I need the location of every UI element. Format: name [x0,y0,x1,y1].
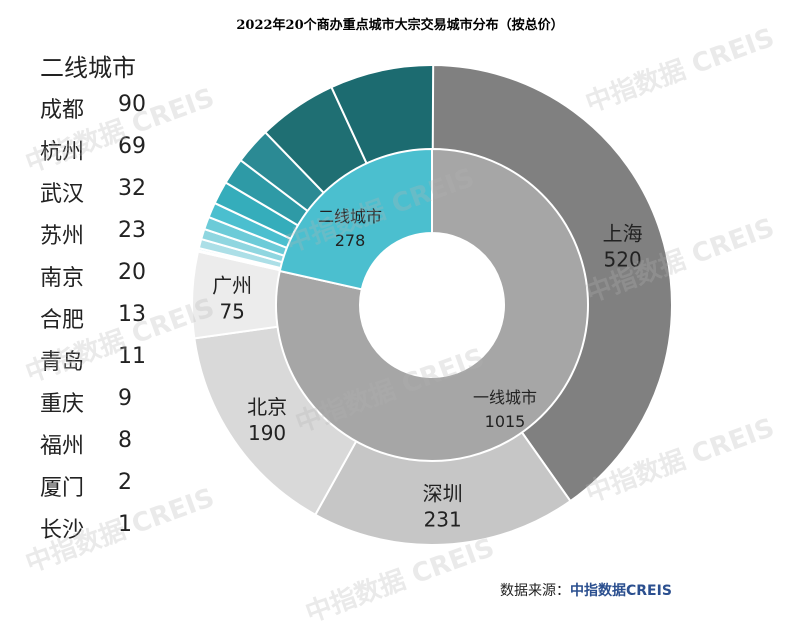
chart-title: 2022年20个商办重点城市大宗交易城市分布（按总价） [236,18,564,33]
legend-city-name: 青岛 [40,350,85,375]
legend-city-value: 13 [118,302,146,327]
legend-city-value: 69 [118,134,146,159]
legend-city-name: 成都 [40,98,85,123]
legend-city-name: 长沙 [40,518,85,543]
legend-city-value: 11 [118,344,146,369]
outer-ring [191,63,673,546]
legend-city-value: 32 [118,176,146,201]
outer-label-name-0: 上海 [603,221,643,245]
legend-city-name: 苏州 [40,224,85,249]
legend-city-value: 90 [118,92,146,117]
legend-city-value: 1 [118,512,132,537]
legend-city-value: 8 [118,428,132,453]
legend-city-name: 南京 [40,266,85,291]
inner-slice-1 [278,147,433,291]
inner-label-name-0: 一线城市 [473,388,537,407]
legend-title: 二线城市 [40,54,136,82]
inner-label-value-1: 278 [335,231,366,250]
source-brand: 中指数据CREIS [570,583,672,599]
outer-label-value-2: 190 [248,421,286,445]
inner-label-name-1: 二线城市 [318,207,382,226]
legend-city-value: 2 [118,470,132,495]
legend-city-name: 武汉 [40,182,85,207]
legend-city-name: 杭州 [40,140,85,165]
legend-city-name: 厦门 [40,476,85,501]
inner-label-value-0: 1015 [485,412,526,431]
outer-label-name-3: 广州 [212,273,252,297]
outer-label-value-0: 520 [604,247,642,271]
outer-label-name-2: 北京 [247,395,287,419]
legend-city-value: 20 [118,260,146,285]
legend-city-name: 重庆 [40,392,85,417]
outer-label-value-1: 231 [424,508,462,532]
inner-slice-0 [275,147,589,462]
legend-city-value: 23 [118,218,146,243]
source-label: 数据来源： [500,583,570,599]
legend-city-name: 合肥 [40,308,85,333]
outer-label-name-1: 深圳 [423,482,463,506]
inner-ring [275,147,589,462]
outer-label-value-3: 75 [219,299,244,323]
source-note: 数据来源：中指数据CREIS [500,580,672,600]
legend-city-value: 9 [118,386,132,411]
legend-city-name: 福州 [40,434,85,459]
